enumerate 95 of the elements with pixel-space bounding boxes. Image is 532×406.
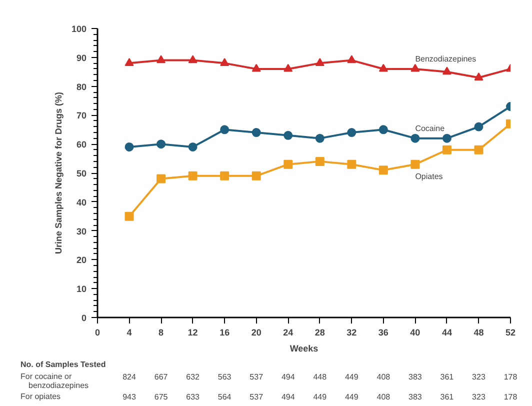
- y-tick-label: 20: [76, 255, 87, 266]
- x-tick-label: 4: [126, 328, 132, 338]
- point: [220, 58, 230, 66]
- point: [315, 156, 324, 166]
- text: For opiates: [20, 392, 61, 401]
- point: [156, 174, 166, 184]
- text: 943: [122, 392, 136, 402]
- text: 564: [218, 392, 232, 402]
- y-axis-title: Urine Samples Negative for Drugs (%): [53, 92, 64, 254]
- text: 633: [186, 392, 200, 402]
- x-axis-title: Weeks: [290, 344, 318, 354]
- y-tick-label: 80: [76, 82, 87, 92]
- x-tick-label: 20: [251, 328, 262, 338]
- point: [124, 142, 134, 152]
- x-tick-label: 44: [442, 328, 452, 338]
- text: 383: [408, 372, 422, 382]
- x-tick-label: 48: [474, 328, 484, 338]
- point: [156, 55, 166, 64]
- x-tick-label: 24: [283, 328, 294, 338]
- y-tick-label: 50: [76, 168, 87, 178]
- text: 408: [376, 392, 391, 402]
- y-tick-label: 70: [76, 110, 87, 121]
- point: [284, 64, 293, 72]
- point: [442, 134, 452, 143]
- point: [474, 72, 484, 80]
- x-tick-label: 32: [346, 328, 357, 338]
- point: [347, 55, 356, 64]
- point: [252, 128, 261, 138]
- text: 449: [344, 372, 359, 382]
- point: [124, 212, 134, 221]
- text: 563: [218, 372, 232, 382]
- point: [347, 128, 356, 138]
- text: 494: [281, 392, 296, 402]
- text: 448: [313, 372, 328, 382]
- text: No. of Samples Tested: [20, 360, 106, 369]
- point: [442, 145, 452, 154]
- text: 667: [154, 372, 168, 382]
- text: For cocaine or benzodiazepines: [20, 372, 89, 390]
- series-label: Benzodiazepines: [415, 54, 476, 64]
- x-tick-label: 0: [94, 328, 100, 338]
- text: 361: [440, 392, 454, 402]
- y-tick-label: 0: [81, 313, 87, 323]
- point: [124, 58, 134, 66]
- point: [315, 134, 324, 143]
- point: [252, 64, 261, 72]
- point: [156, 140, 166, 149]
- x-tick-label: 12: [188, 328, 198, 338]
- x-tick-label: 52: [505, 328, 516, 338]
- point: [378, 125, 388, 134]
- point: [347, 160, 356, 169]
- y-tick-label: 60: [76, 140, 87, 150]
- text: 537: [250, 372, 264, 382]
- point: [410, 64, 420, 72]
- point: [284, 160, 293, 169]
- point: [410, 160, 420, 169]
- point: [220, 125, 230, 134]
- text: 408: [376, 372, 391, 382]
- y-tick-label: 40: [76, 197, 87, 208]
- y-tick-label: 90: [76, 52, 87, 63]
- y-tick-label: 10: [76, 284, 87, 294]
- point: [188, 171, 198, 180]
- text: 323: [472, 392, 486, 402]
- series-label: Cocaine: [415, 124, 446, 133]
- point: [442, 66, 452, 75]
- point: [284, 130, 293, 140]
- y-tick-label: 100: [71, 24, 87, 34]
- text: 632: [186, 372, 200, 382]
- text: 537: [250, 392, 264, 402]
- text: 449: [344, 392, 359, 402]
- point: [220, 171, 230, 180]
- text: 494: [281, 372, 296, 382]
- x-tick-label: 40: [410, 328, 420, 338]
- text: 361: [440, 372, 454, 382]
- series-label: Opiates: [415, 172, 443, 181]
- point: [474, 145, 484, 154]
- x-tick-label: 28: [314, 328, 325, 338]
- point: [410, 134, 420, 143]
- point: [315, 58, 324, 66]
- text: 178: [504, 372, 518, 382]
- text: 449: [313, 392, 328, 402]
- x-tick-label: 36: [378, 328, 388, 338]
- x-tick-label: 8: [158, 328, 164, 338]
- point: [378, 166, 388, 175]
- point: [378, 64, 388, 72]
- text: 178: [504, 392, 518, 402]
- point: [252, 171, 261, 180]
- text: 675: [154, 392, 168, 402]
- point: [188, 55, 198, 64]
- text: 323: [472, 372, 486, 382]
- point: [188, 142, 198, 152]
- x-tick-label: 16: [220, 328, 230, 338]
- point: [474, 122, 484, 132]
- text: 383: [408, 392, 422, 402]
- y-tick-label: 30: [76, 226, 87, 236]
- text: 824: [122, 372, 136, 382]
